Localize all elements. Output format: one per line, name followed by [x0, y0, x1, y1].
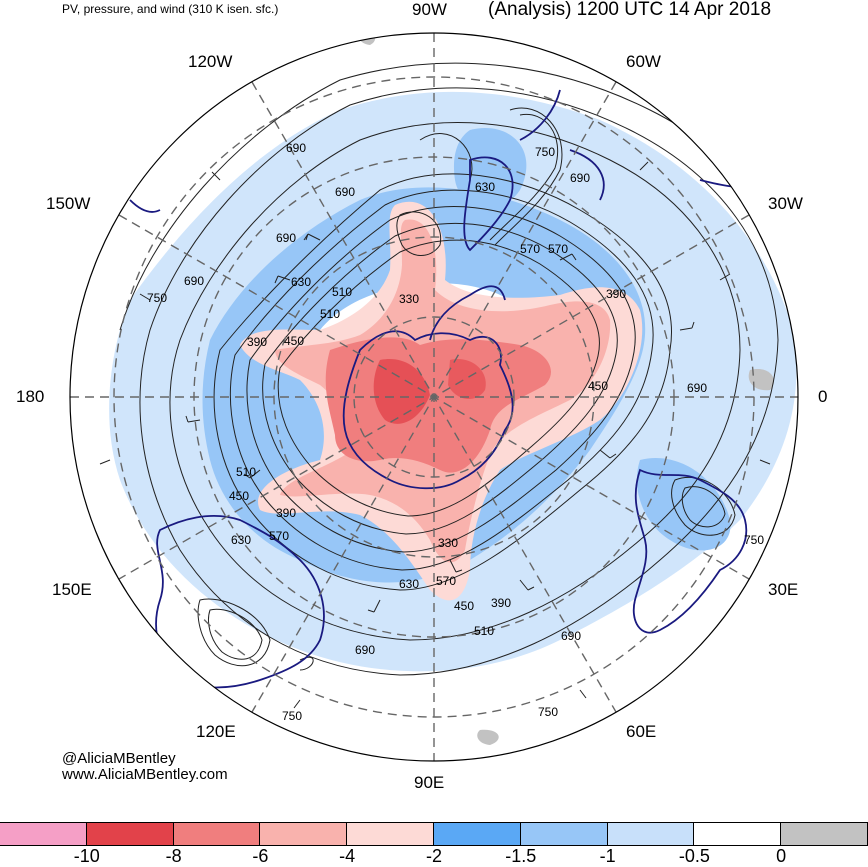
colorbar-label: -1.5 [505, 846, 537, 866]
coastlines [129, 89, 761, 689]
colorbar-label: -4 [339, 846, 356, 866]
colorbar-swatch [172, 822, 261, 846]
map-title: (Analysis) 1200 UTC 14 Apr 2018 [488, 0, 772, 20]
graticule [70, 33, 798, 761]
lon-label-60e: 60E [626, 722, 657, 741]
colorbar-swatch [780, 822, 868, 846]
colorbar-label: -1 [599, 846, 616, 866]
colorbar-label: 0 [776, 846, 787, 866]
lon-label-120w: 120W [188, 52, 233, 71]
colorbar-label: -10 [73, 846, 100, 866]
colorbar-swatch [519, 822, 608, 846]
colorbar-swatch [259, 822, 348, 846]
colorbar-label: -0.5 [678, 846, 710, 866]
pressure-label: 750 [538, 705, 558, 719]
pressure-label: 510 [236, 465, 256, 479]
lon-label-150w: 150W [46, 194, 91, 213]
colorbar-swatch [693, 822, 782, 846]
wind-barbs [99, 161, 771, 709]
pressure-label: 630 [231, 533, 251, 547]
colorbar-swatch [432, 822, 521, 846]
pressure-label: 690 [355, 643, 375, 657]
credit-twitter: @AliciaMBentley [62, 750, 176, 767]
lon-label-30w: 30W [768, 194, 803, 213]
lon-label-120e: 120E [196, 722, 236, 741]
pressure-label: 750 [744, 533, 764, 547]
pv-colorbar [0, 822, 868, 846]
colorbar-label: -6 [252, 846, 269, 866]
pressure-label: 390 [247, 335, 267, 349]
lon-label-30e: 30E [768, 580, 799, 599]
pressure-label: 510 [320, 307, 340, 321]
pressure-label: 690 [687, 381, 707, 395]
lon-label-90e: 90E [414, 773, 445, 792]
pressure-label: 690 [561, 629, 581, 643]
colorbar-swatch [606, 822, 695, 846]
pressure-label: 630 [291, 275, 311, 289]
lon-label-180: 180 [16, 387, 45, 406]
pressure-label: 690 [276, 231, 296, 245]
pressure-label: 630 [475, 180, 495, 194]
lon-label-0: 0 [818, 387, 828, 406]
pressure-label: 330 [438, 536, 458, 550]
pressure-label: 690 [335, 185, 355, 199]
pressure-label: 750 [282, 709, 302, 723]
pressure-label: 690 [184, 274, 204, 288]
pressure-label: 450 [454, 599, 474, 613]
pressure-label: 450 [284, 334, 304, 348]
pressure-label: 570 [436, 574, 456, 588]
pressure-label: 450 [588, 379, 608, 393]
pressure-label: 690 [570, 171, 590, 185]
pressure-label: 690 [286, 141, 306, 155]
colorbar-swatch [85, 822, 174, 846]
map-border [69, 32, 799, 762]
lon-label-60w: 60W [626, 52, 661, 71]
pressure-label: 570 [269, 529, 289, 543]
lon-label-150e: 150E [52, 580, 92, 599]
pressure-label: 570 [520, 242, 540, 256]
pressure-label: 750 [535, 145, 555, 159]
pressure-label: 750 [147, 291, 167, 305]
pressure-label: 570 [548, 242, 568, 256]
colorbar-label: -8 [165, 846, 182, 866]
credit-website: www.AliciaMBentley.com [62, 766, 228, 783]
pressure-label-group: 690 750 630 570 510 450 390 330 690 690 … [147, 141, 764, 723]
map-subtitle: PV, pressure, and wind (310 K isen. sfc.… [62, 2, 279, 16]
pv-shading-red-core [240, 201, 643, 601]
lon-label-90w: 90W [412, 0, 447, 19]
pressure-label: 390 [276, 506, 296, 520]
pressure-label: 630 [399, 577, 419, 591]
pressure-label: 390 [606, 287, 626, 301]
pressure-label: 390 [491, 596, 511, 610]
pressure-label: 510 [332, 285, 352, 299]
pressure-label: 450 [229, 489, 249, 503]
colorbar-swatch [0, 822, 87, 846]
pressure-label: 510 [474, 624, 494, 638]
pressure-contours [119, 62, 798, 676]
pressure-label: 330 [399, 292, 419, 306]
colorbar-swatch [346, 822, 434, 846]
colorbar-label: -2 [425, 846, 443, 866]
